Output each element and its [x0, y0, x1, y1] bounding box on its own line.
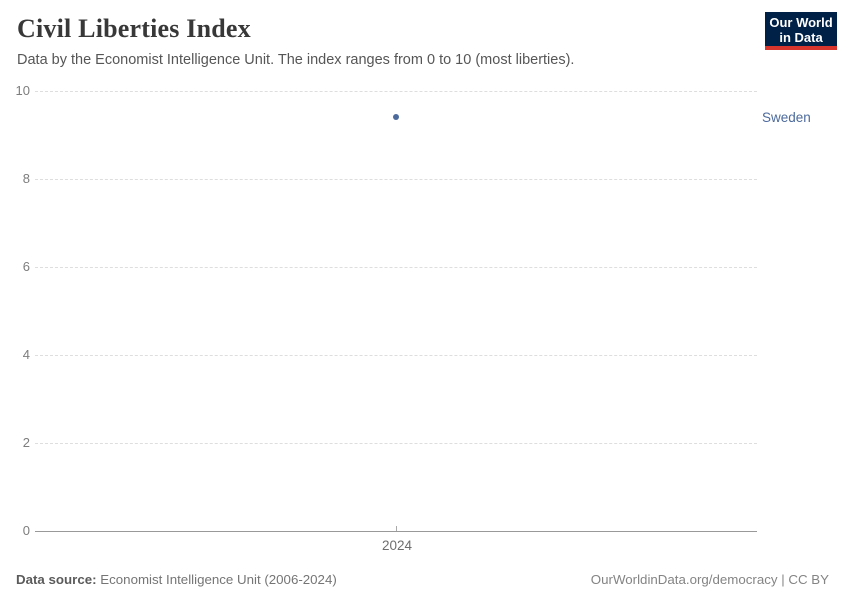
y-axis-tick-label: 6 — [22, 259, 30, 274]
data-source-label: Data source: — [16, 572, 97, 587]
gridline — [35, 179, 757, 180]
y-axis-tick-label: 10 — [15, 83, 30, 98]
y-axis-tick-label: 0 — [22, 523, 30, 538]
gridline — [35, 267, 757, 268]
chart-subtitle: Data by the Economist Intelligence Unit.… — [17, 52, 575, 68]
gridline — [35, 355, 757, 356]
x-axis-line — [35, 531, 757, 532]
owid-logo-line2: in Data — [779, 30, 823, 45]
owid-logo[interactable]: Our World in Data — [765, 12, 837, 50]
x-axis-tick-label: 2024 — [381, 538, 413, 553]
data-point-sweden[interactable] — [393, 113, 399, 120]
owid-license-link[interactable]: OurWorldinData.org/democracy | CC BY — [590, 572, 829, 587]
x-axis-tick — [396, 526, 397, 531]
gridline — [35, 91, 757, 92]
data-source-text: Economist Intelligence Unit (2006-2024) — [96, 572, 337, 587]
gridline — [35, 443, 757, 444]
y-axis-tick-label: 8 — [22, 171, 30, 186]
y-axis-tick-label: 4 — [22, 347, 30, 362]
owid-logo-line1: Our World — [769, 15, 833, 30]
chart-title: Civil Liberties Index — [17, 14, 251, 43]
data-source-note[interactable]: Data source: Economist Intelligence Unit… — [16, 572, 337, 587]
y-axis-tick-label: 2 — [22, 435, 30, 450]
entity-label-sweden[interactable]: Sweden — [762, 109, 811, 125]
